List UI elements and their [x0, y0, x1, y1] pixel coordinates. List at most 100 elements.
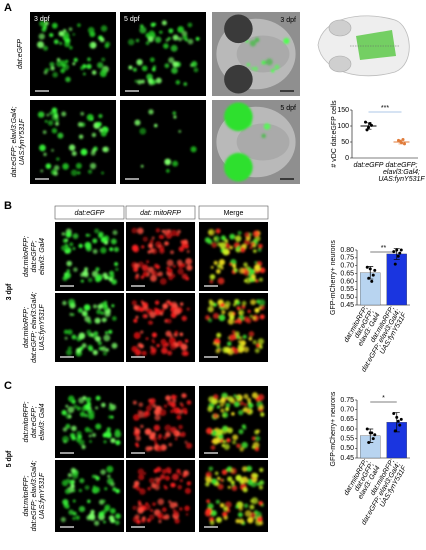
cell [87, 499, 91, 504]
cell [95, 395, 101, 401]
cell [142, 271, 148, 277]
cells [37, 107, 110, 176]
cell [84, 427, 91, 433]
cell [59, 41, 63, 45]
cell [45, 68, 50, 72]
cell [62, 435, 70, 443]
cell [184, 411, 188, 415]
cell [238, 311, 242, 315]
cell [246, 465, 253, 472]
cell [161, 507, 167, 513]
y-tick-label: 0.70 [340, 407, 354, 414]
cell [205, 508, 212, 515]
cell [131, 244, 139, 252]
cell [225, 402, 231, 408]
cell [143, 472, 147, 475]
cell [102, 351, 107, 356]
cell [72, 33, 76, 36]
micrograph [199, 386, 268, 458]
cell [243, 316, 250, 322]
cell [216, 264, 222, 269]
cell [236, 396, 240, 400]
cell [112, 487, 117, 492]
cell [102, 126, 106, 130]
cell [113, 246, 119, 253]
cell [215, 228, 221, 234]
cell [162, 303, 169, 310]
cell [229, 233, 236, 240]
cell [139, 343, 144, 349]
cells [204, 465, 265, 526]
cell [157, 514, 162, 518]
cell [247, 309, 251, 314]
row-label: dat:mitoRFP; [23, 402, 30, 443]
data-point [367, 126, 370, 130]
cell [88, 413, 95, 420]
micrograph [55, 386, 124, 458]
micrograph [30, 12, 116, 96]
cell [141, 516, 146, 521]
cell [40, 169, 44, 173]
cell [157, 271, 163, 277]
cell [217, 476, 221, 481]
cell [179, 507, 183, 511]
cell [250, 66, 254, 70]
cell [39, 144, 46, 152]
cell [93, 486, 101, 493]
cell [252, 230, 260, 238]
cell [258, 500, 263, 506]
row-label: dat:eGFP; elavl3:Gal4; [31, 292, 38, 363]
eyes [224, 102, 253, 182]
cell [172, 34, 179, 41]
cell [243, 503, 249, 508]
cell [167, 400, 173, 406]
cell [133, 480, 140, 487]
cell [246, 62, 251, 67]
cell [211, 242, 217, 248]
cell [101, 233, 104, 237]
cell [243, 346, 250, 353]
cell [139, 127, 147, 135]
cell [65, 404, 69, 408]
cell [254, 265, 261, 272]
cell [63, 329, 69, 335]
brain [236, 123, 290, 161]
cell [132, 67, 137, 72]
cell [236, 317, 242, 323]
cell [161, 20, 167, 26]
cell [88, 512, 95, 520]
cell [193, 67, 199, 73]
cell [75, 162, 82, 169]
cell [76, 406, 81, 411]
cell [141, 65, 148, 72]
cell [242, 487, 248, 493]
y-tick-label: 0.50 [340, 445, 354, 452]
cell [237, 512, 243, 518]
micrograph [199, 293, 268, 362]
cell [145, 405, 152, 412]
cell [253, 249, 257, 253]
cell [170, 250, 174, 255]
cell [84, 315, 91, 323]
cell [176, 414, 182, 420]
cell [150, 274, 157, 282]
cell [55, 121, 59, 126]
cell [168, 301, 173, 306]
cell [180, 403, 184, 407]
cell [254, 446, 260, 452]
cell [71, 472, 79, 480]
cell [168, 28, 174, 34]
cell [170, 394, 176, 400]
data-point [367, 276, 371, 280]
cell [151, 67, 156, 72]
cell [91, 132, 97, 138]
cell [104, 310, 111, 317]
cell [158, 433, 162, 438]
cell [155, 466, 162, 473]
cell [151, 236, 155, 240]
cell [187, 481, 192, 485]
cell [167, 268, 173, 274]
cell [84, 267, 88, 272]
cells [62, 298, 118, 357]
cell [251, 392, 258, 399]
